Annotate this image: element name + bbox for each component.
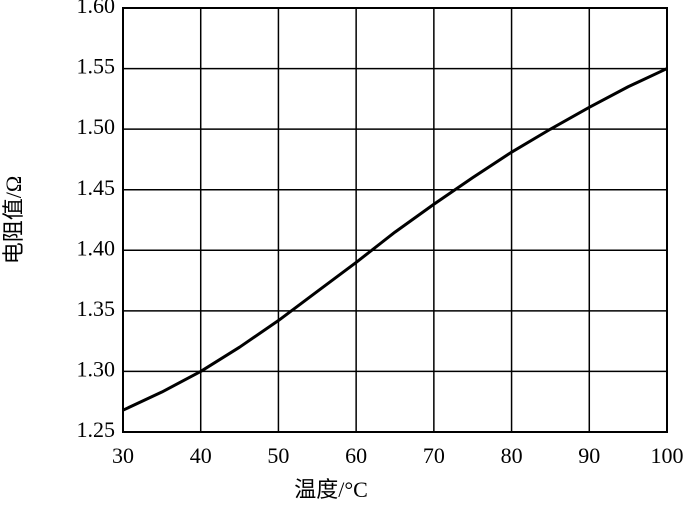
y-tick-label: 1.50 bbox=[77, 114, 116, 139]
x-tick-label: 50 bbox=[267, 443, 289, 468]
y-tick-label: 1.30 bbox=[77, 356, 116, 381]
y-tick-label: 1.45 bbox=[77, 175, 116, 200]
x-tick-label: 90 bbox=[578, 443, 600, 468]
y-tick-label: 1.35 bbox=[77, 296, 116, 321]
y-tick-label: 1.40 bbox=[77, 235, 116, 260]
x-axis-label: 温度/°C bbox=[294, 477, 368, 502]
plot-frame bbox=[122, 7, 668, 433]
x-tick-label: 60 bbox=[345, 443, 367, 468]
x-tick-label: 30 bbox=[112, 443, 134, 468]
data-line bbox=[122, 67, 668, 412]
x-tick-label: 40 bbox=[190, 443, 212, 468]
y-tick-label: 1.55 bbox=[77, 54, 116, 79]
y-tick-label: 1.60 bbox=[77, 0, 116, 18]
y-tick-label: 1.25 bbox=[77, 417, 116, 442]
x-tick-label: 80 bbox=[501, 443, 523, 468]
y-axis-label: 电阻值/Ω bbox=[1, 176, 26, 264]
x-tick-label: 70 bbox=[423, 443, 445, 468]
x-tick-label: 100 bbox=[651, 443, 683, 468]
